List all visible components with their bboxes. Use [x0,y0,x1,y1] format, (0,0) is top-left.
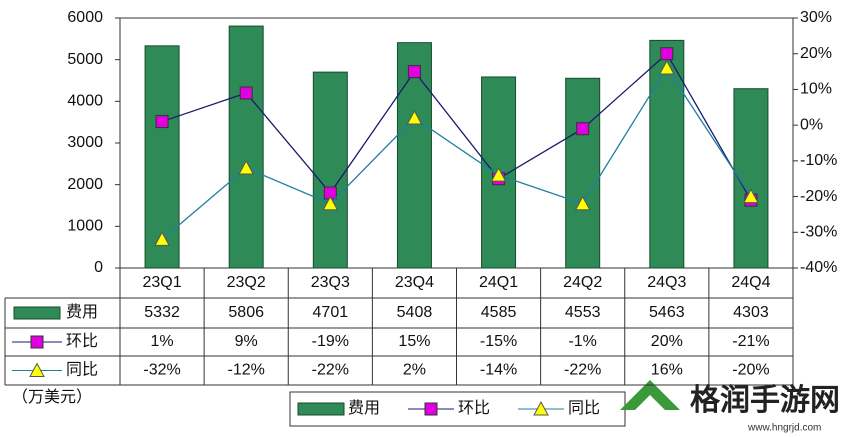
marker [576,122,590,136]
y2-tick-label: 10% [800,81,832,98]
unit-label: （万美元） [12,388,92,406]
table-key-marker [30,335,44,349]
table-cell: 20% [651,333,683,350]
legend-label: 同比 [568,399,600,417]
table-cell: -12% [228,362,265,379]
marker [406,109,423,125]
y2-tick-label: -20% [800,188,837,205]
marker [490,167,507,182]
bar [144,45,180,269]
table-cell: 1% [151,333,174,350]
marker [407,65,421,79]
marker [155,115,169,129]
table-cell: -15% [480,333,517,350]
y-tick-label: 2000 [67,176,103,193]
table-cell: 5806 [228,304,264,321]
marker [658,59,675,75]
watermark-icon [620,380,680,410]
y-tick-label: 5000 [67,51,103,68]
y-tick-label: 1000 [67,218,103,235]
legend-key [297,402,345,416]
table-cell: 5332 [144,304,180,321]
legend-label: 环比 [458,399,490,417]
table-cell: 5408 [397,304,433,321]
x-tick-label: 24Q1 [479,274,518,291]
bar [228,25,264,269]
x-tick-label: 23Q1 [142,274,181,291]
bar [565,77,601,269]
marker [574,195,591,211]
x-tick-label: 23Q3 [311,274,350,291]
table-cell: -14% [480,362,517,379]
legend-label: 费用 [348,399,380,417]
table-cell: -22% [312,362,349,379]
table-cell: -32% [143,362,180,379]
table-key-marker [29,362,45,377]
marker [322,195,339,211]
y2-tick-label: 20% [800,45,832,62]
marker [743,188,759,204]
table-cell: -22% [564,362,601,379]
marker [239,86,253,100]
watermark: 格润手游网 www.hngrjd.com [620,380,840,434]
watermark-title: 格润手游网 [690,383,840,417]
legend-key-marker [424,402,438,416]
table-row-label: 费用 [66,303,98,321]
marker [238,159,255,175]
marker [660,47,674,61]
table-cell: 4585 [481,304,517,321]
x-tick-label: 24Q4 [731,274,770,291]
y-tick-label: 6000 [67,9,103,26]
y-tick-label: 4000 [67,93,103,110]
y2-tick-label: -30% [800,224,837,241]
x-tick-label: 23Q4 [395,274,434,291]
table-key [13,306,61,320]
y-tick-label: 0 [94,259,103,276]
x-tick-label: 24Q3 [647,274,686,291]
bar [312,71,348,269]
table-cell: 9% [235,333,258,350]
plot-frame [119,17,794,269]
table-cell: -21% [732,333,769,350]
watermark-url: www.hngrjd.com [747,423,821,434]
x-tick-label: 23Q2 [227,274,266,291]
bar [396,42,432,269]
y2-tick-label: -10% [800,152,837,169]
y-tick-label: 3000 [67,134,103,151]
line [161,66,752,240]
table-cell: 2% [403,362,426,379]
table-cell: 5463 [649,304,685,321]
y2-tick-label: 0% [800,116,823,133]
y2-tick-label: -40% [800,259,837,276]
table-cell: 4553 [565,304,601,321]
table-row-label: 环比 [66,332,98,350]
table-cell: 16% [651,362,683,379]
table-cell: 15% [398,333,430,350]
x-tick-label: 24Q2 [563,274,602,291]
table-cell: -20% [732,362,769,379]
line [161,52,752,201]
table-cell: -1% [568,333,596,350]
bar [649,39,685,269]
legend-box [289,391,626,427]
y2-tick-label: 30% [800,9,832,26]
table-cell: 4303 [733,304,769,321]
table-cell: -19% [312,333,349,350]
marker [154,231,170,246]
table-row-label: 同比 [66,361,98,379]
legend-key-marker [533,400,549,416]
table-cell: 4701 [313,304,349,321]
